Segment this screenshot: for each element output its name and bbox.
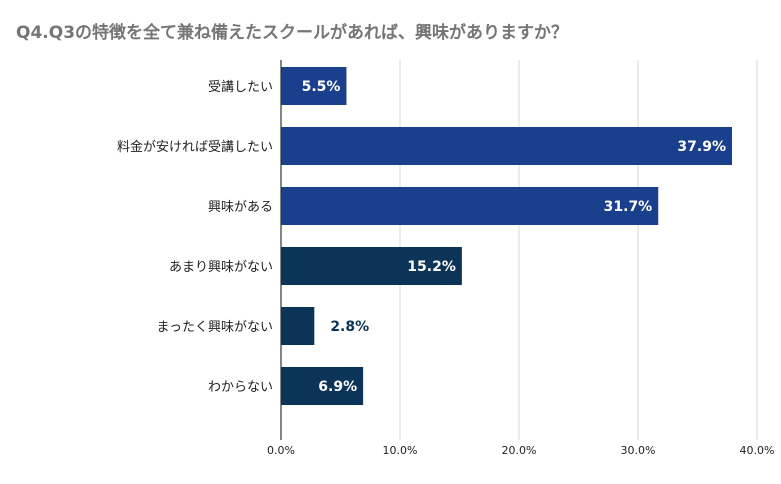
chart-title: Q4.Q3の特徴を全て兼ね備えたスクールがあれば、興味がありますか？ bbox=[16, 23, 569, 43]
x-tick-label: 40.0% bbox=[740, 444, 775, 457]
category-label: まったく興味がない bbox=[157, 320, 273, 335]
data-label: 2.8% bbox=[330, 319, 369, 335]
bar-1 bbox=[281, 67, 347, 105]
x-tick-label: 0.0% bbox=[267, 444, 295, 457]
data-label: 37.9% bbox=[677, 139, 726, 155]
bar-3 bbox=[281, 187, 659, 225]
category-label: 興味がある bbox=[208, 200, 273, 215]
category-label: わからない bbox=[208, 380, 273, 395]
bar-4 bbox=[281, 247, 462, 285]
bar-6 bbox=[281, 367, 364, 405]
category-label: 受講したい bbox=[208, 79, 273, 95]
data-label: 5.5% bbox=[302, 79, 341, 95]
data-label: 15.2% bbox=[407, 259, 456, 275]
category-label: あまり興味がない bbox=[169, 260, 273, 275]
data-label: 31.7% bbox=[604, 199, 653, 215]
x-tick-label: 10.0% bbox=[383, 444, 418, 457]
category-label: 料金が安ければ受講したい bbox=[117, 139, 273, 155]
bar-2 bbox=[281, 127, 733, 165]
bar-5 bbox=[281, 307, 315, 345]
data-label: 6.9% bbox=[318, 379, 357, 395]
x-tick-label: 20.0% bbox=[502, 444, 537, 457]
x-tick-label: 30.0% bbox=[621, 444, 656, 457]
